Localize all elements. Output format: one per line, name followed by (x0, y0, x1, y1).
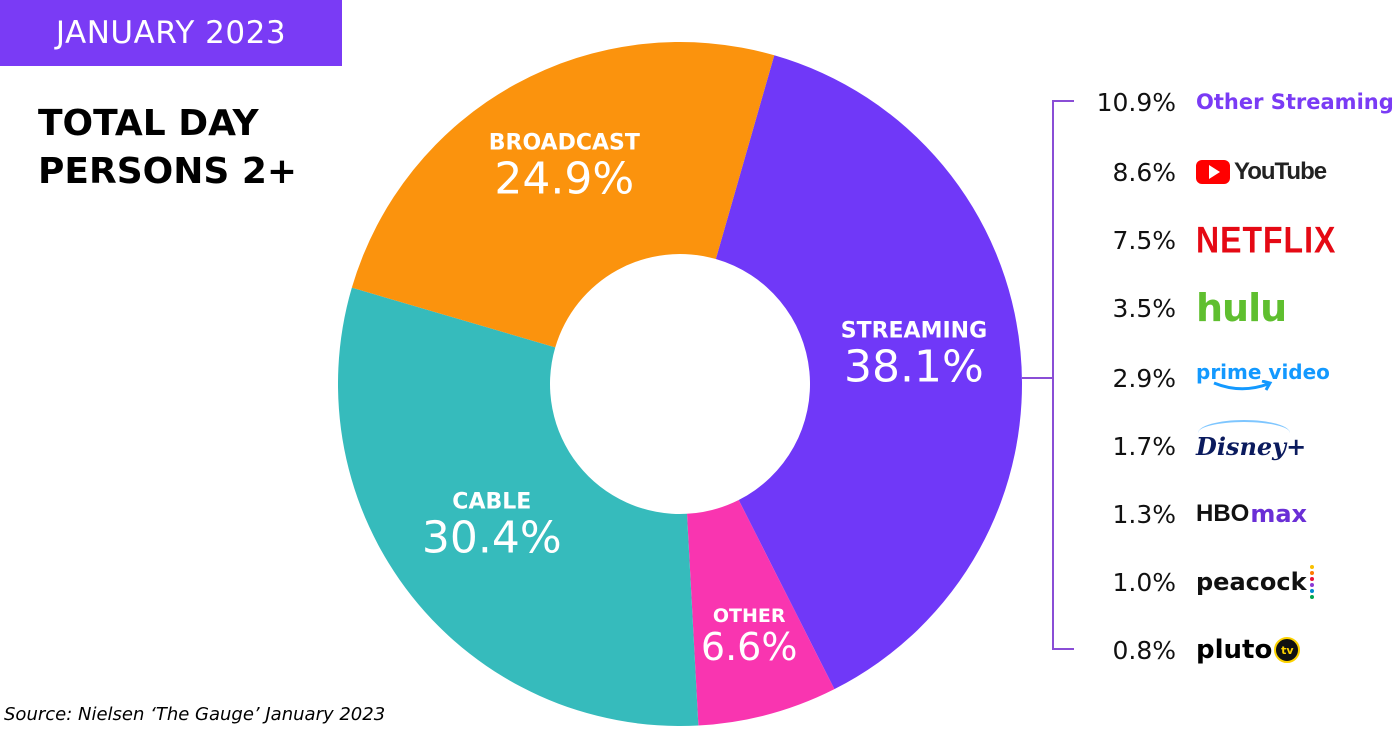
breakdown-value: 1.3% (1112, 499, 1176, 529)
netflix-logo: NETFLIX (1196, 218, 1337, 261)
prime-video-wordmark: prime video (1196, 360, 1330, 384)
slice-name-label: OTHER (713, 605, 786, 627)
bracket-connector (1022, 377, 1052, 379)
youtube-play-icon (1196, 160, 1230, 184)
peacock-dots-icon (1309, 564, 1314, 600)
source-note: Source: Nielsen ‘The Gauge’ January 2023 (4, 704, 386, 725)
disney-arc-icon (1198, 419, 1290, 446)
pluto-tv-icon: tv (1274, 637, 1301, 663)
breakdown-row-other-streaming: 10.9% Other Streaming (1080, 82, 1400, 122)
bracket-tick-top (1052, 100, 1074, 102)
slice-name-label: STREAMING (841, 319, 987, 344)
date-label: JANUARY 2023 (55, 15, 287, 51)
chart-title-line-1: TOTAL DAY (38, 103, 259, 144)
date-badge: JANUARY 2023 (0, 0, 342, 66)
pluto-tv-logo: pluto tv (1196, 635, 1301, 665)
max-wordmark: max (1250, 500, 1308, 528)
prime-smile-icon (1213, 380, 1273, 391)
slice-other (686, 499, 835, 726)
chart-title: TOTAL DAY PERSONS 2+ (38, 100, 338, 196)
streaming-bracket (1022, 100, 1074, 650)
bracket-line (1052, 100, 1054, 650)
slice-value-label: 24.9% (494, 154, 634, 205)
breakdown-value: 8.6% (1112, 157, 1176, 187)
slice-broadcast (351, 42, 775, 348)
breakdown-row-hulu: 3.5% hulu (1080, 286, 1400, 330)
peacock-wordmark: peacock (1196, 568, 1307, 596)
slice-name-label: CABLE (452, 490, 531, 515)
prime-video-logo: prime video (1196, 362, 1330, 394)
hbo-wordmark: HBO (1196, 500, 1250, 527)
youtube-logo: YouTube (1196, 158, 1327, 186)
breakdown-row-youtube: 8.6% YouTube (1080, 152, 1400, 192)
breakdown-row-peacock: 1.0% peacock (1080, 562, 1400, 602)
other-streaming-label: Other Streaming (1196, 90, 1394, 114)
breakdown-row-disney-plus: 1.7% Disney+ (1080, 419, 1400, 466)
slice-value-label: 6.6% (701, 625, 798, 669)
breakdown-value: 3.5% (1112, 293, 1176, 323)
breakdown-value: 0.8% (1112, 635, 1176, 665)
slice-value-label: 30.4% (422, 513, 562, 564)
chart-title-line-2: PERSONS 2+ (38, 151, 298, 192)
slice-cable (338, 287, 699, 726)
youtube-wordmark: YouTube (1234, 158, 1327, 185)
disney-plus-logo: Disney+ (1196, 419, 1306, 461)
breakdown-value: 1.0% (1112, 567, 1176, 597)
breakdown-row-prime-video: 2.9% prime video (1080, 358, 1400, 398)
breakdown-value: 1.7% (1112, 431, 1176, 461)
hbo-max-logo: HBO max (1196, 500, 1307, 528)
breakdown-value: 10.9% (1096, 87, 1176, 117)
breakdown-row-netflix: 7.5% NETFLIX (1080, 218, 1400, 261)
hulu-logo: hulu (1196, 286, 1287, 330)
pluto-wordmark: pluto (1196, 635, 1273, 665)
breakdown-row-hbo-max: 1.3% HBO max (1080, 494, 1400, 534)
bracket-tick-bottom (1052, 648, 1074, 650)
slice-value-label: 38.1% (844, 342, 984, 393)
breakdown-value: 7.5% (1112, 225, 1176, 255)
breakdown-value: 2.9% (1112, 363, 1176, 393)
peacock-logo: peacock (1196, 564, 1314, 600)
breakdown-row-pluto: 0.8% pluto tv (1080, 630, 1400, 670)
slice-name-label: BROADCAST (489, 131, 640, 156)
slice-streaming (715, 55, 1023, 690)
